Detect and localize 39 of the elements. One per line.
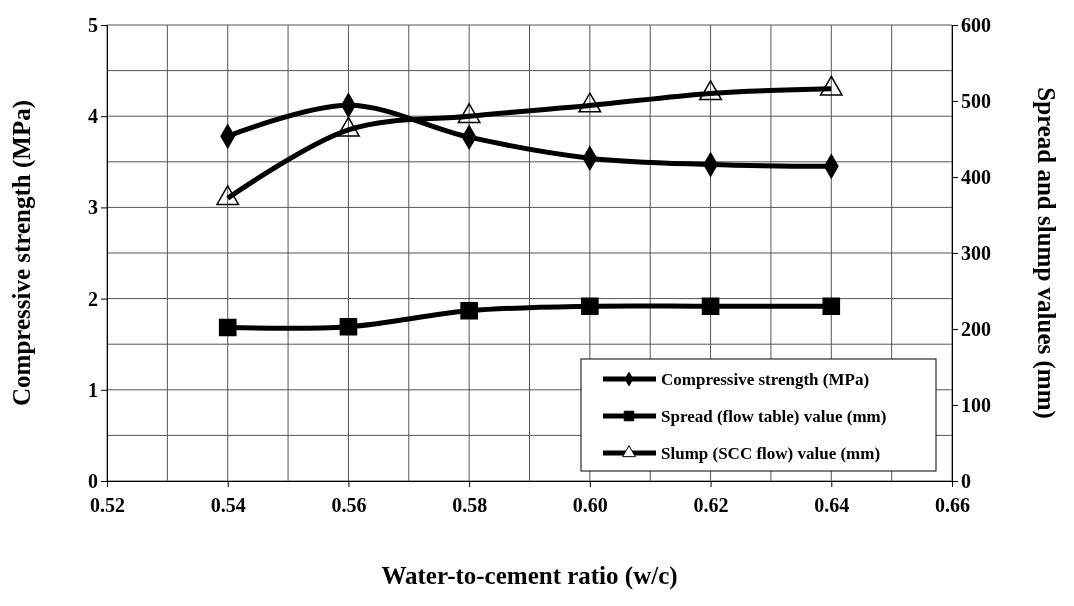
x-tick-label: 0.58 xyxy=(452,494,488,516)
legend-label: Spread (flow table) value (mm) xyxy=(661,406,887,426)
y2-tick-label: 500 xyxy=(961,89,991,112)
y-tick-label: 5 xyxy=(88,13,98,36)
x-tick-label: 0.62 xyxy=(693,494,729,516)
x-tick-label: 0.56 xyxy=(331,494,367,516)
legend-label: Compressive strength (MPa) xyxy=(661,369,870,389)
y2-tick-label: 600 xyxy=(961,13,991,36)
y-tick-label: 4 xyxy=(88,105,98,128)
y2-tick-label: 200 xyxy=(961,317,991,340)
y2-tick-label: 100 xyxy=(961,393,991,416)
point xyxy=(699,80,723,101)
y-tick-label: 2 xyxy=(88,287,98,310)
point xyxy=(218,318,237,337)
point xyxy=(822,297,841,316)
y-tick-label: 1 xyxy=(88,378,98,401)
point xyxy=(819,75,843,96)
y-tick-label: 0 xyxy=(88,469,98,492)
y2-tick-label: 400 xyxy=(961,165,991,188)
point xyxy=(578,92,602,113)
y-tick-label: 3 xyxy=(88,196,98,219)
y-axis-title: Compressive strength (MPa) xyxy=(8,100,36,406)
point xyxy=(457,103,481,124)
point xyxy=(216,185,240,206)
x-tick-label: 0.54 xyxy=(210,494,246,516)
point xyxy=(460,301,478,320)
y2-tick-label: 300 xyxy=(961,241,991,264)
legend-label: Slump (SCC flow) value (mm) xyxy=(661,443,881,463)
x-tick-label: 0.66 xyxy=(935,494,970,516)
x-tick-label: 0.52 xyxy=(90,494,125,516)
point xyxy=(339,317,358,336)
y2-tick-label: 0 xyxy=(961,469,971,492)
y2-axis-title: Spread and slump values (mm) xyxy=(1032,87,1060,419)
x-tick-label: 0.64 xyxy=(814,494,850,516)
point xyxy=(701,297,720,316)
point xyxy=(336,116,360,137)
x-axis-title: Water-to-cement ratio (w/c) xyxy=(381,562,678,590)
x-tick-label: 0.60 xyxy=(572,494,608,516)
point xyxy=(581,297,599,316)
